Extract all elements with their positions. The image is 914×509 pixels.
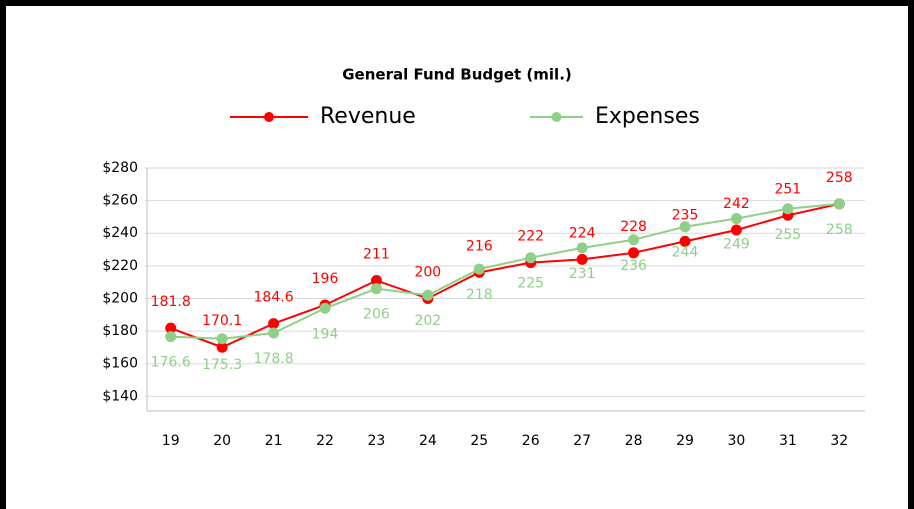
data-label: 196 [312,271,339,287]
data-label: 200 [414,264,441,280]
y-tick-label: $240 [102,225,138,241]
data-label: 225 [517,276,544,292]
x-tick-label: 19 [162,433,180,449]
point [370,275,382,287]
data-label: 231 [569,266,596,282]
data-label: 216 [466,238,493,254]
data-label: 222 [517,229,544,245]
data-label: 228 [620,219,647,235]
data-label: 202 [414,313,441,329]
y-tick-label: $280 [102,160,138,176]
point [679,221,691,233]
data-label: 224 [569,225,596,241]
x-tick-label: 27 [573,433,591,449]
point [782,203,794,215]
data-label: 258 [826,222,853,238]
point [165,331,177,343]
point [576,242,588,254]
data-label: 249 [723,237,750,253]
data-label: 211 [363,247,390,263]
data-label: 170.1 [202,313,242,329]
data-label: 236 [620,258,647,274]
point [473,263,485,275]
x-tick-label: 23 [368,433,386,449]
point [268,327,280,339]
x-tick-label: 29 [676,433,694,449]
data-label: 184.6 [254,290,294,306]
point [319,302,331,314]
x-tick-label: 20 [213,433,231,449]
point [370,283,382,295]
series-line [170,202,840,340]
point [730,213,742,225]
data-label: 176.6 [151,355,191,371]
x-tick-label: 32 [830,433,848,449]
data-label: 218 [466,287,493,303]
legend-marker [264,112,274,122]
chart-title: General Fund Budget (mil.) [342,66,572,84]
y-tick-label: $140 [102,388,138,404]
data-label: 175.3 [202,357,242,373]
x-tick-label: 30 [728,433,746,449]
x-tick-label: 26 [522,433,540,449]
point [216,333,228,345]
point [422,289,434,301]
y-tick-label: $220 [102,258,138,274]
point [833,198,845,210]
x-tick-label: 31 [779,433,797,449]
data-label: 181.8 [151,294,191,310]
x-tick-label: 24 [419,433,437,449]
legend-marker [551,112,562,122]
x-tick-label: 25 [470,433,488,449]
point [268,318,280,330]
point [679,235,691,247]
data-label: 251 [774,181,801,197]
point [576,253,588,265]
data-label: 255 [774,227,801,243]
series-line [170,202,840,349]
data-label: 194 [312,326,339,342]
y-tick-label: $180 [102,323,138,339]
legend-label: Expenses [595,104,700,129]
x-tick-label: 28 [625,433,643,449]
point [628,247,640,259]
data-label: 178.8 [254,351,294,367]
data-label: 242 [723,196,750,212]
data-label: 244 [672,245,699,261]
x-tick-label: 22 [316,433,334,449]
y-tick-label: $260 [102,193,138,209]
point [165,322,177,334]
y-tick-label: $200 [102,290,138,306]
y-tick-label: $160 [102,356,138,372]
data-label: 206 [363,307,390,323]
point [730,224,742,236]
data-label: 258 [826,170,853,186]
x-tick-label: 21 [265,433,283,449]
legend-label: Revenue [320,104,416,129]
point [628,234,640,246]
point [525,252,537,264]
point [216,341,228,353]
data-label: 235 [672,207,699,223]
